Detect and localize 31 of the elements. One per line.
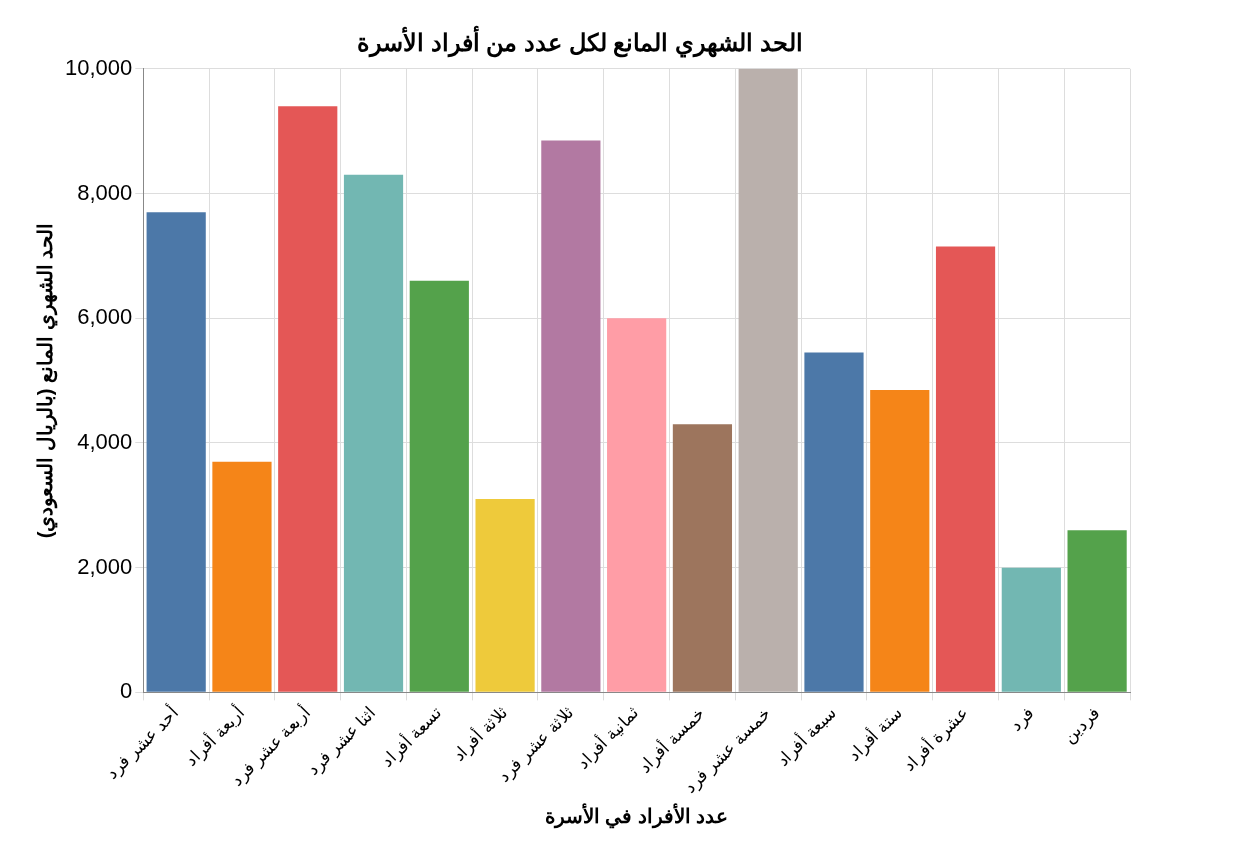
y-tick-label: 8,000 — [77, 179, 133, 205]
y-tick-label: 10,000 — [64, 54, 133, 80]
x-tick-label: ستة أفراد — [843, 701, 907, 766]
bar — [409, 280, 469, 692]
y-tick-label: 6,000 — [77, 304, 133, 330]
y-tick-label: 0 — [120, 678, 133, 704]
bar — [935, 246, 996, 692]
chart-title: الحد الشهري المانع لكل عدد من أفراد الأسرة — [357, 25, 803, 59]
bar — [607, 318, 667, 692]
y-axis-title: الحد الشهري المانع (بالريال السعودي) — [33, 222, 58, 539]
bar — [212, 461, 272, 692]
bar — [278, 106, 338, 692]
y-tick-label: 2,000 — [77, 553, 133, 579]
y-tick-label: 4,000 — [77, 429, 133, 454]
x-tick-label: ثلاثة أفراد — [447, 701, 512, 767]
x-tick-label: فردين — [1059, 703, 1104, 748]
x-tick-label: ثمانية أفراد — [572, 701, 644, 774]
bar — [541, 140, 601, 692]
bar — [804, 352, 864, 692]
x-tick-label: تسعة أفراد — [376, 701, 447, 772]
bar — [146, 212, 206, 692]
bar — [1001, 567, 1061, 692]
x-tick-label: فرد — [1006, 703, 1039, 736]
bar — [343, 174, 404, 692]
bar — [475, 499, 535, 692]
x-tick-label: سبعة أفراد — [771, 701, 841, 771]
bar — [870, 389, 930, 692]
bar — [1067, 530, 1127, 692]
x-tick-label: أحد عشر فرد — [101, 701, 184, 784]
x-axis-title: عدد الأفراد في الأسرة — [544, 802, 729, 829]
bar — [672, 424, 733, 692]
